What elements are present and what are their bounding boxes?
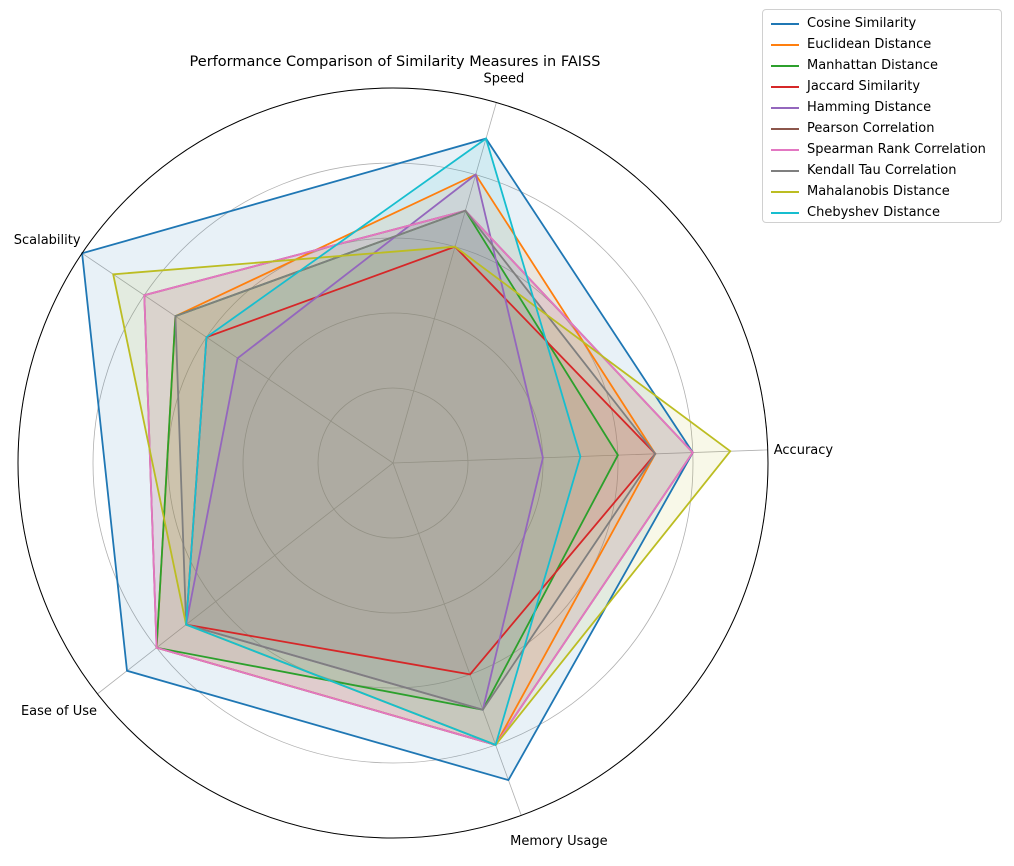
legend-item: Cosine Similarity	[771, 13, 1001, 34]
grid-spoke-5	[392, 462, 522, 816]
series-line-manhattan-distance	[155, 209, 619, 711]
grid-ring-2	[242, 312, 544, 614]
series-fill-kendall-tau-correlation	[175, 210, 656, 710]
legend-label: Pearson Correlation	[807, 121, 935, 136]
legend-item: Kendall Tau Correlation	[771, 160, 1001, 181]
legend-item: Euclidean Distance	[771, 34, 1001, 55]
series-line-chebyshev-distance	[185, 137, 582, 747]
series-fill-pearson-correlation	[144, 210, 693, 745]
legend-label: Hamming Distance	[807, 100, 932, 115]
legend: Cosine Similarity Euclidean Distance Manha…	[762, 9, 1002, 223]
grid-ring-1	[317, 387, 469, 539]
legend-swatch	[771, 106, 799, 109]
legend-label: Jaccard Similarity	[807, 79, 921, 94]
series-line-hamming-distance	[185, 173, 544, 711]
legend-swatch	[771, 85, 799, 88]
axis-label-ease-of-use: Ease of Use	[21, 704, 97, 719]
grid-spoke-2	[392, 102, 497, 464]
legend-swatch	[771, 211, 799, 214]
series-line-kendall-tau-correlation	[174, 209, 657, 711]
grid-ring-4	[92, 162, 694, 764]
series-fill-manhattan-distance	[156, 210, 618, 710]
legend-label: Kendall Tau Correlation	[807, 163, 957, 178]
legend-item: Chebyshev Distance	[771, 202, 1001, 223]
legend-swatch	[771, 43, 799, 46]
legend-swatch	[771, 22, 799, 25]
grid-spoke-4	[97, 462, 394, 695]
axis-labels: Accuracy Speed Scalability Ease of Use Memor…	[14, 72, 834, 849]
series-fill-chebyshev-distance	[186, 138, 581, 745]
series-fill-hamming-distance	[186, 174, 543, 710]
polar-frame	[17, 87, 769, 839]
legend-item: Spearman Rank Correlation	[771, 139, 1001, 160]
legend-item: Pearson Correlation	[771, 118, 1001, 139]
legend-swatch	[771, 64, 799, 67]
axis-label-accuracy: Accuracy	[774, 443, 834, 458]
series-fill-cosine-similarity	[82, 138, 693, 781]
legend-swatch	[771, 190, 799, 193]
legend-item: Hamming Distance	[771, 97, 1001, 118]
legend-label: Euclidean Distance	[807, 37, 932, 52]
legend-label: Spearman Rank Correlation	[807, 142, 986, 157]
legend-swatch	[771, 148, 799, 151]
legend-item: Mahalanobis Distance	[771, 181, 1001, 202]
series-line-spearman-rank-correlation	[143, 209, 694, 746]
series-fill-spearman-rank-correlation	[144, 210, 693, 745]
series-fills	[82, 138, 731, 781]
legend-swatch	[771, 127, 799, 130]
legend-label: Cosine Similarity	[807, 16, 917, 31]
series-line-mahalanobis-distance	[112, 245, 732, 746]
legend-swatch	[771, 169, 799, 172]
legend-item: Jaccard Similarity	[771, 76, 1001, 97]
axis-label-speed: Speed	[484, 72, 525, 87]
legend-label: Chebyshev Distance	[807, 205, 940, 220]
series-lines	[81, 137, 732, 782]
chart-title: Performance Comparison of Similarity Mea…	[190, 54, 601, 70]
axis-label-memory-usage: Memory Usage	[510, 834, 608, 849]
series-fill-jaccard-similarity	[186, 246, 656, 675]
legend-item: Manhattan Distance	[771, 55, 1001, 76]
series-line-cosine-similarity	[81, 137, 694, 782]
legend-label: Manhattan Distance	[807, 58, 939, 73]
legend-label: Mahalanobis Distance	[807, 184, 950, 199]
axis-label-scalability: Scalability	[14, 233, 81, 248]
